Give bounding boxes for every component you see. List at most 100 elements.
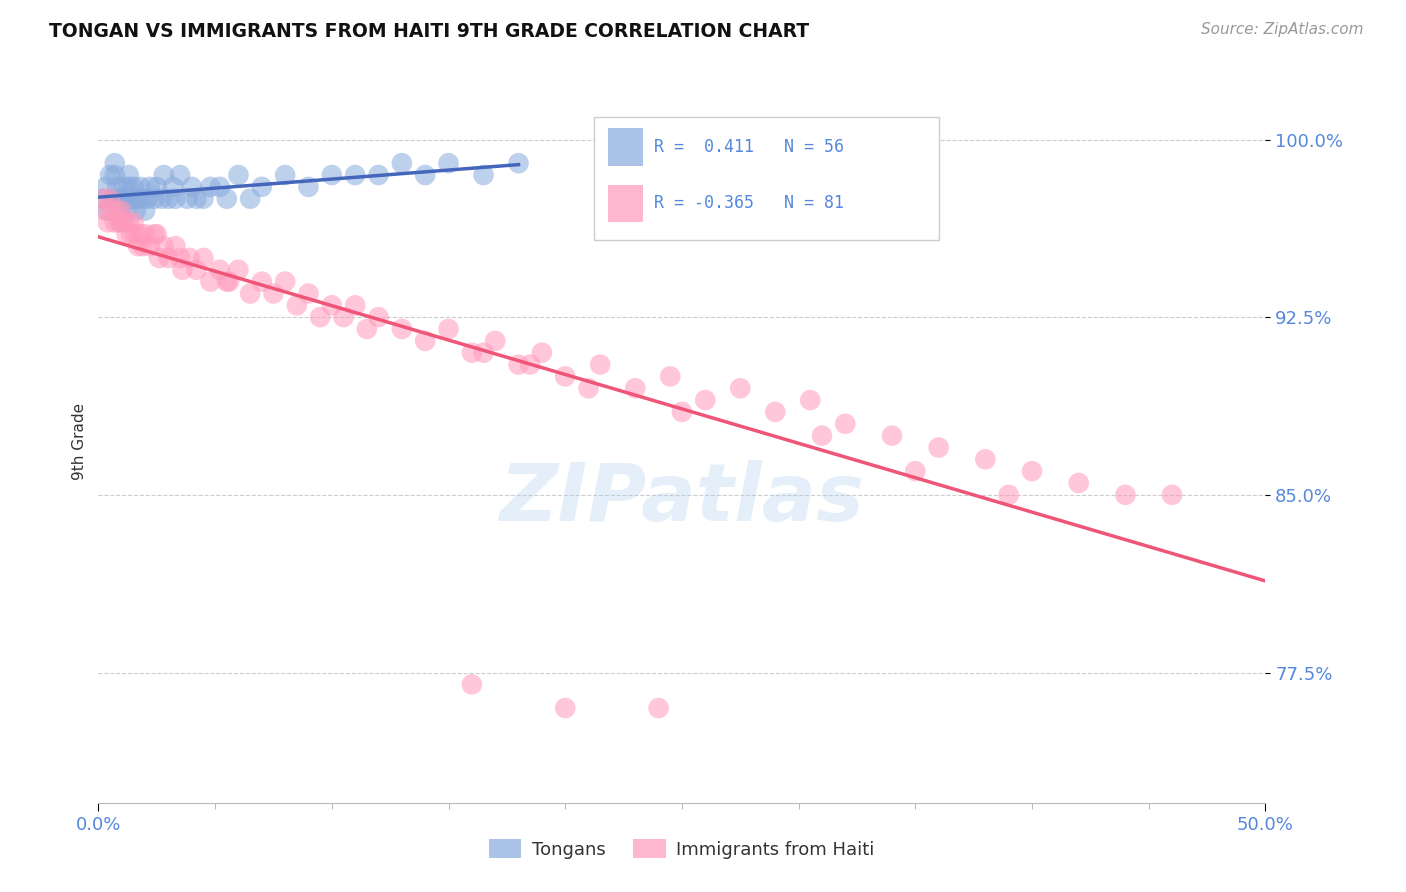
Text: Source: ZipAtlas.com: Source: ZipAtlas.com: [1201, 22, 1364, 37]
Point: [148, 251, 170, 265]
Point: [880, 428, 903, 442]
Point: [250, 180, 273, 194]
Point: [143, 192, 166, 206]
Point: [332, 310, 354, 325]
Point: [928, 441, 950, 455]
Point: [162, 180, 184, 194]
Point: [94, 203, 117, 218]
Point: [115, 192, 138, 206]
Point: [367, 168, 389, 182]
Point: [115, 227, 138, 242]
Legend: Tongans, Immigrants from Haiti: Tongans, Immigrants from Haiti: [482, 832, 882, 866]
Point: [134, 203, 156, 218]
Point: [472, 168, 495, 182]
Point: [169, 168, 191, 182]
Point: [176, 192, 198, 206]
Point: [105, 180, 128, 194]
Point: [118, 168, 141, 182]
Point: [108, 203, 131, 218]
Point: [321, 298, 343, 312]
Point: [129, 180, 152, 194]
Point: [146, 227, 169, 242]
FancyBboxPatch shape: [593, 117, 939, 240]
Point: [1114, 488, 1136, 502]
Point: [146, 180, 169, 194]
Point: [180, 180, 202, 194]
Point: [143, 227, 166, 242]
Point: [152, 239, 174, 253]
Point: [356, 322, 378, 336]
Point: [104, 156, 127, 170]
Point: [136, 192, 159, 206]
Point: [208, 180, 231, 194]
Point: [101, 192, 124, 206]
Point: [111, 192, 134, 206]
Point: [193, 192, 215, 206]
Point: [200, 275, 222, 289]
Point: [297, 286, 319, 301]
Point: [127, 239, 149, 253]
Point: [125, 227, 148, 242]
Point: [974, 452, 997, 467]
Point: [344, 168, 367, 182]
Point: [112, 215, 135, 229]
Point: [97, 215, 120, 229]
Point: [125, 203, 148, 218]
Point: [508, 358, 530, 372]
Point: [262, 286, 284, 301]
Point: [215, 192, 238, 206]
Point: [111, 203, 134, 218]
Point: [437, 156, 460, 170]
Point: [118, 180, 141, 194]
Point: [157, 251, 180, 265]
Point: [129, 227, 152, 242]
Point: [285, 298, 308, 312]
Point: [127, 192, 149, 206]
Point: [200, 180, 222, 194]
Point: [122, 215, 145, 229]
Point: [239, 286, 262, 301]
Point: [120, 192, 142, 206]
Point: [763, 405, 786, 419]
Point: [530, 345, 553, 359]
Point: [250, 275, 273, 289]
Point: [274, 168, 297, 182]
Point: [671, 405, 693, 419]
Point: [344, 298, 367, 312]
Point: [111, 215, 134, 229]
Point: [834, 417, 856, 431]
Point: [101, 203, 124, 218]
Point: [472, 345, 495, 359]
Text: TONGAN VS IMMIGRANTS FROM HAITI 9TH GRADE CORRELATION CHART: TONGAN VS IMMIGRANTS FROM HAITI 9TH GRAD…: [49, 22, 810, 41]
Point: [659, 369, 682, 384]
Point: [554, 369, 576, 384]
Point: [1161, 488, 1184, 502]
Point: [730, 381, 752, 395]
Point: [274, 275, 297, 289]
Point: [104, 168, 127, 182]
Point: [157, 192, 180, 206]
Point: [91, 192, 114, 206]
Point: [112, 192, 135, 206]
Point: [98, 168, 121, 182]
Point: [139, 180, 162, 194]
Point: [228, 168, 250, 182]
Y-axis label: 9th Grade: 9th Grade: [72, 403, 87, 480]
Point: [122, 192, 145, 206]
Point: [647, 701, 669, 715]
Point: [239, 192, 262, 206]
Point: [297, 180, 319, 194]
Point: [1067, 475, 1090, 490]
Point: [554, 701, 576, 715]
Point: [98, 192, 121, 206]
Point: [112, 180, 135, 194]
Bar: [609, 185, 644, 222]
Point: [624, 381, 647, 395]
Point: [997, 488, 1019, 502]
Point: [165, 192, 187, 206]
Point: [218, 275, 240, 289]
Point: [172, 262, 194, 277]
Point: [508, 156, 530, 170]
Point: [904, 464, 927, 478]
Text: ZIPatlas: ZIPatlas: [499, 460, 865, 539]
